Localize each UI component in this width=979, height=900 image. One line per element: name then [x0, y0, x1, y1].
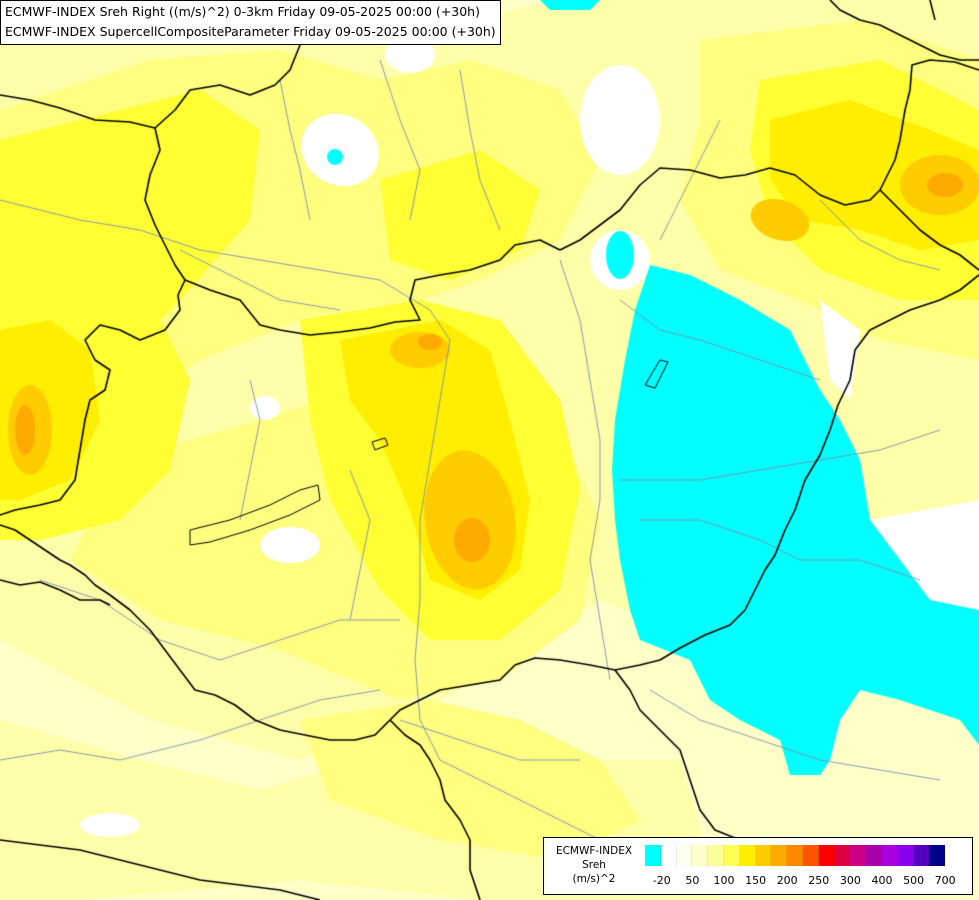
legend-swatch — [771, 845, 788, 866]
legend-tick: 700 — [934, 874, 956, 887]
legend-swatch — [834, 845, 851, 866]
legend-tick: 200 — [776, 874, 798, 887]
legend-tick: 500 — [903, 874, 925, 887]
legend-swatch — [866, 845, 882, 866]
legend-swatch — [929, 845, 946, 866]
legend-swatch — [913, 845, 930, 866]
legend-model-label: ECMWF-INDEX — [555, 845, 633, 857]
legend-swatch — [645, 845, 661, 866]
title-line-1: ECMWF-INDEX Sreh Right ((m/s)^2) 0-3km F… — [5, 4, 480, 19]
legend-tick: 300 — [839, 874, 861, 887]
legend-parameter-label: Sreh — [582, 859, 606, 871]
legend-tick: 50 — [685, 874, 700, 887]
legend-tick: 400 — [871, 874, 893, 887]
legend-title: ECMWF-INDEX Sreh (m/s)^2 — [548, 844, 640, 886]
legend-swatch — [850, 845, 867, 866]
title-line-2: ECMWF-INDEX SupercellCompositeParameter … — [5, 24, 496, 39]
legend-tick: 250 — [808, 874, 830, 887]
legend-swatch — [881, 845, 898, 866]
map-title-box: ECMWF-INDEX Sreh Right ((m/s)^2) 0-3km F… — [0, 0, 501, 45]
legend-tick: -20 — [652, 874, 671, 887]
legend-swatch — [676, 845, 693, 866]
legend-swatch — [755, 845, 772, 866]
legend-tick: 150 — [745, 874, 767, 887]
legend-tick: 100 — [713, 874, 735, 887]
legend-swatch — [897, 845, 914, 866]
color-legend: ECMWF-INDEX Sreh (m/s)^2 -20 50 100 150 200 2… — [543, 837, 973, 895]
legend-swatch — [802, 845, 819, 866]
legend-swatch — [692, 845, 709, 866]
legend-unit-label: (m/s)^2 — [572, 873, 616, 885]
legend-tick-labels: -20 50 100 150 200 250 300 400 500 700 — [645, 874, 970, 888]
legend-swatch — [723, 845, 740, 866]
legend-swatch — [739, 845, 756, 866]
legend-swatch — [708, 845, 724, 866]
legend-color-scale — [645, 845, 946, 866]
legend-swatch — [818, 845, 835, 866]
legend-swatch — [787, 845, 803, 866]
legend-swatch — [660, 845, 677, 866]
